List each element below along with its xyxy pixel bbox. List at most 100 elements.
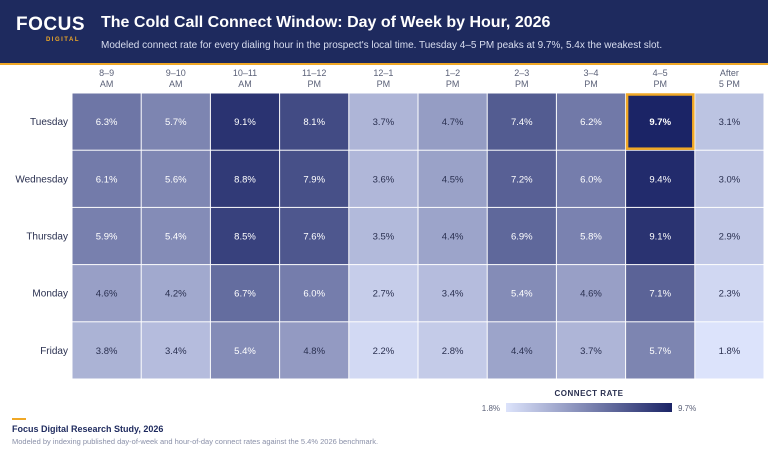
heatmap-cell <box>487 93 556 150</box>
heatmap-cell <box>141 93 210 150</box>
column-header-3-suffix: AM <box>238 79 252 89</box>
heatmap-cell <box>72 265 141 322</box>
heatmap-cell <box>141 207 210 265</box>
cell-value-label: 3.4% <box>165 346 187 357</box>
heatmap-cell <box>695 207 764 265</box>
heatmap-cell <box>280 150 349 207</box>
heatmap-cell <box>280 322 349 379</box>
heatmap-cell <box>418 150 487 207</box>
heatmap-cell <box>695 265 764 322</box>
heatmap-cell <box>141 322 210 379</box>
heatmap-cell <box>210 93 280 150</box>
legend-max-label: 9.7% <box>678 404 696 413</box>
header-bar: FOCUS DIGITAL The Cold Call Connect Wind… <box>0 0 768 63</box>
heatmap-cell <box>210 265 280 322</box>
focus-digital-logo: FOCUS DIGITAL <box>16 14 85 54</box>
heatmap-cell <box>72 93 141 150</box>
column-header-1: 8–9 <box>99 68 114 78</box>
heatmap-cell <box>280 93 349 150</box>
chart-subtitle: Modeled connect rate for every dialing h… <box>101 40 663 51</box>
heatmap-cell <box>487 150 556 207</box>
heatmap-cell <box>72 207 141 265</box>
source-label: Focus Digital Research Study, 2026 <box>12 424 164 434</box>
heatmap-cell <box>349 93 418 150</box>
cell-value-label: 6.3% <box>96 117 118 128</box>
methodology-note: Modeled by indexing published day-of-wee… <box>12 437 379 446</box>
footer-accent-rule <box>12 418 26 420</box>
row-label-monday: Monday <box>32 289 68 300</box>
cell-value-label: 2.7% <box>373 289 395 300</box>
column-header-4: 11–12 <box>302 68 326 78</box>
heatmap-cell <box>418 207 487 265</box>
cell-value-label: 3.1% <box>719 117 741 128</box>
cell-value-label: 6.9% <box>511 232 533 243</box>
cell-value-label: 6.2% <box>580 117 602 128</box>
column-header-4-suffix: PM <box>307 79 321 89</box>
heatmap-cell <box>626 150 695 207</box>
column-header-1-suffix: AM <box>100 79 114 89</box>
chart-title: The Cold Call Connect Window: Day of Wee… <box>101 14 551 31</box>
column-header-6-suffix: PM <box>446 79 460 89</box>
cell-value-label: 2.9% <box>719 232 741 243</box>
cell-value-label: 1.8% <box>719 346 741 357</box>
row-label-thursday: Thursday <box>26 232 68 243</box>
cell-value-label: 6.0% <box>580 174 602 185</box>
heatmap-cell <box>556 265 626 322</box>
heatmap-cell <box>487 207 556 265</box>
column-header-8: 3–4 <box>583 68 598 78</box>
cell-value-label: 9.1% <box>234 117 256 128</box>
cell-value-label: 4.2% <box>165 289 187 300</box>
heatmap-cell <box>349 207 418 265</box>
heatmap-cell <box>72 322 141 379</box>
cell-value-label: 2.3% <box>719 289 741 300</box>
cell-value-label: 6.0% <box>303 289 325 300</box>
column-header-7: 2–3 <box>514 68 529 78</box>
logo-subtext: DIGITAL <box>45 37 80 43</box>
cell-value-label: 4.5% <box>442 174 464 185</box>
cell-value-label: 4.6% <box>580 289 602 300</box>
heatmap-cell <box>418 93 487 150</box>
cell-value-label: 3.7% <box>373 117 395 128</box>
cell-value-label: 3.6% <box>373 174 395 185</box>
heatmap-cell <box>695 322 764 379</box>
column-header-10: After <box>720 68 739 78</box>
cell-value-label: 4.4% <box>511 346 533 357</box>
row-label-friday: Friday <box>40 346 68 357</box>
heatmap-cell <box>556 93 626 150</box>
legend-title: CONNECT RATE <box>555 389 624 398</box>
column-header-2-suffix: AM <box>169 79 183 89</box>
heatmap-cell <box>141 265 210 322</box>
row-label-wednesday: Wednesday <box>15 174 68 185</box>
cell-value-label: 4.7% <box>442 117 464 128</box>
heatmap-chart: 8–9AM9–10AM10–11AM11–12PM12–1PM1–2PM2–3P… <box>15 68 764 413</box>
heatmap-cell <box>349 322 418 379</box>
cell-value-label: 5.4% <box>511 289 533 300</box>
heatmap-cell <box>210 207 280 265</box>
cell-value-label: 9.1% <box>649 232 671 243</box>
cell-value-label: 3.7% <box>580 346 602 357</box>
cell-value-label: 8.1% <box>303 117 325 128</box>
column-header-9-suffix: PM <box>653 79 667 89</box>
heatmap-cell <box>626 322 695 379</box>
heatmap-cell <box>487 265 556 322</box>
column-header-3: 10–11 <box>233 68 257 78</box>
heatmap-cell <box>349 150 418 207</box>
column-header-5-suffix: PM <box>377 79 391 89</box>
heatmap-cell <box>556 207 626 265</box>
cell-value-label: 7.9% <box>303 174 325 185</box>
cell-value-label: 7.6% <box>303 232 325 243</box>
column-header-5: 12–1 <box>373 68 393 78</box>
peak-highlight-box <box>625 93 695 150</box>
heatmap-cell <box>280 265 349 322</box>
heatmap-cell <box>141 150 210 207</box>
cell-value-label: 5.4% <box>165 232 187 243</box>
cell-value-label: 8.8% <box>234 174 256 185</box>
heatmap-cell <box>487 322 556 379</box>
heatmap-cell <box>418 322 487 379</box>
cell-value-label: 5.9% <box>96 232 118 243</box>
cell-value-label: 4.6% <box>96 289 118 300</box>
legend-color-bar <box>506 403 672 412</box>
cell-value-label: 3.0% <box>719 174 741 185</box>
cell-value-label: 2.8% <box>442 346 464 357</box>
cell-value-label: 8.5% <box>234 232 256 243</box>
